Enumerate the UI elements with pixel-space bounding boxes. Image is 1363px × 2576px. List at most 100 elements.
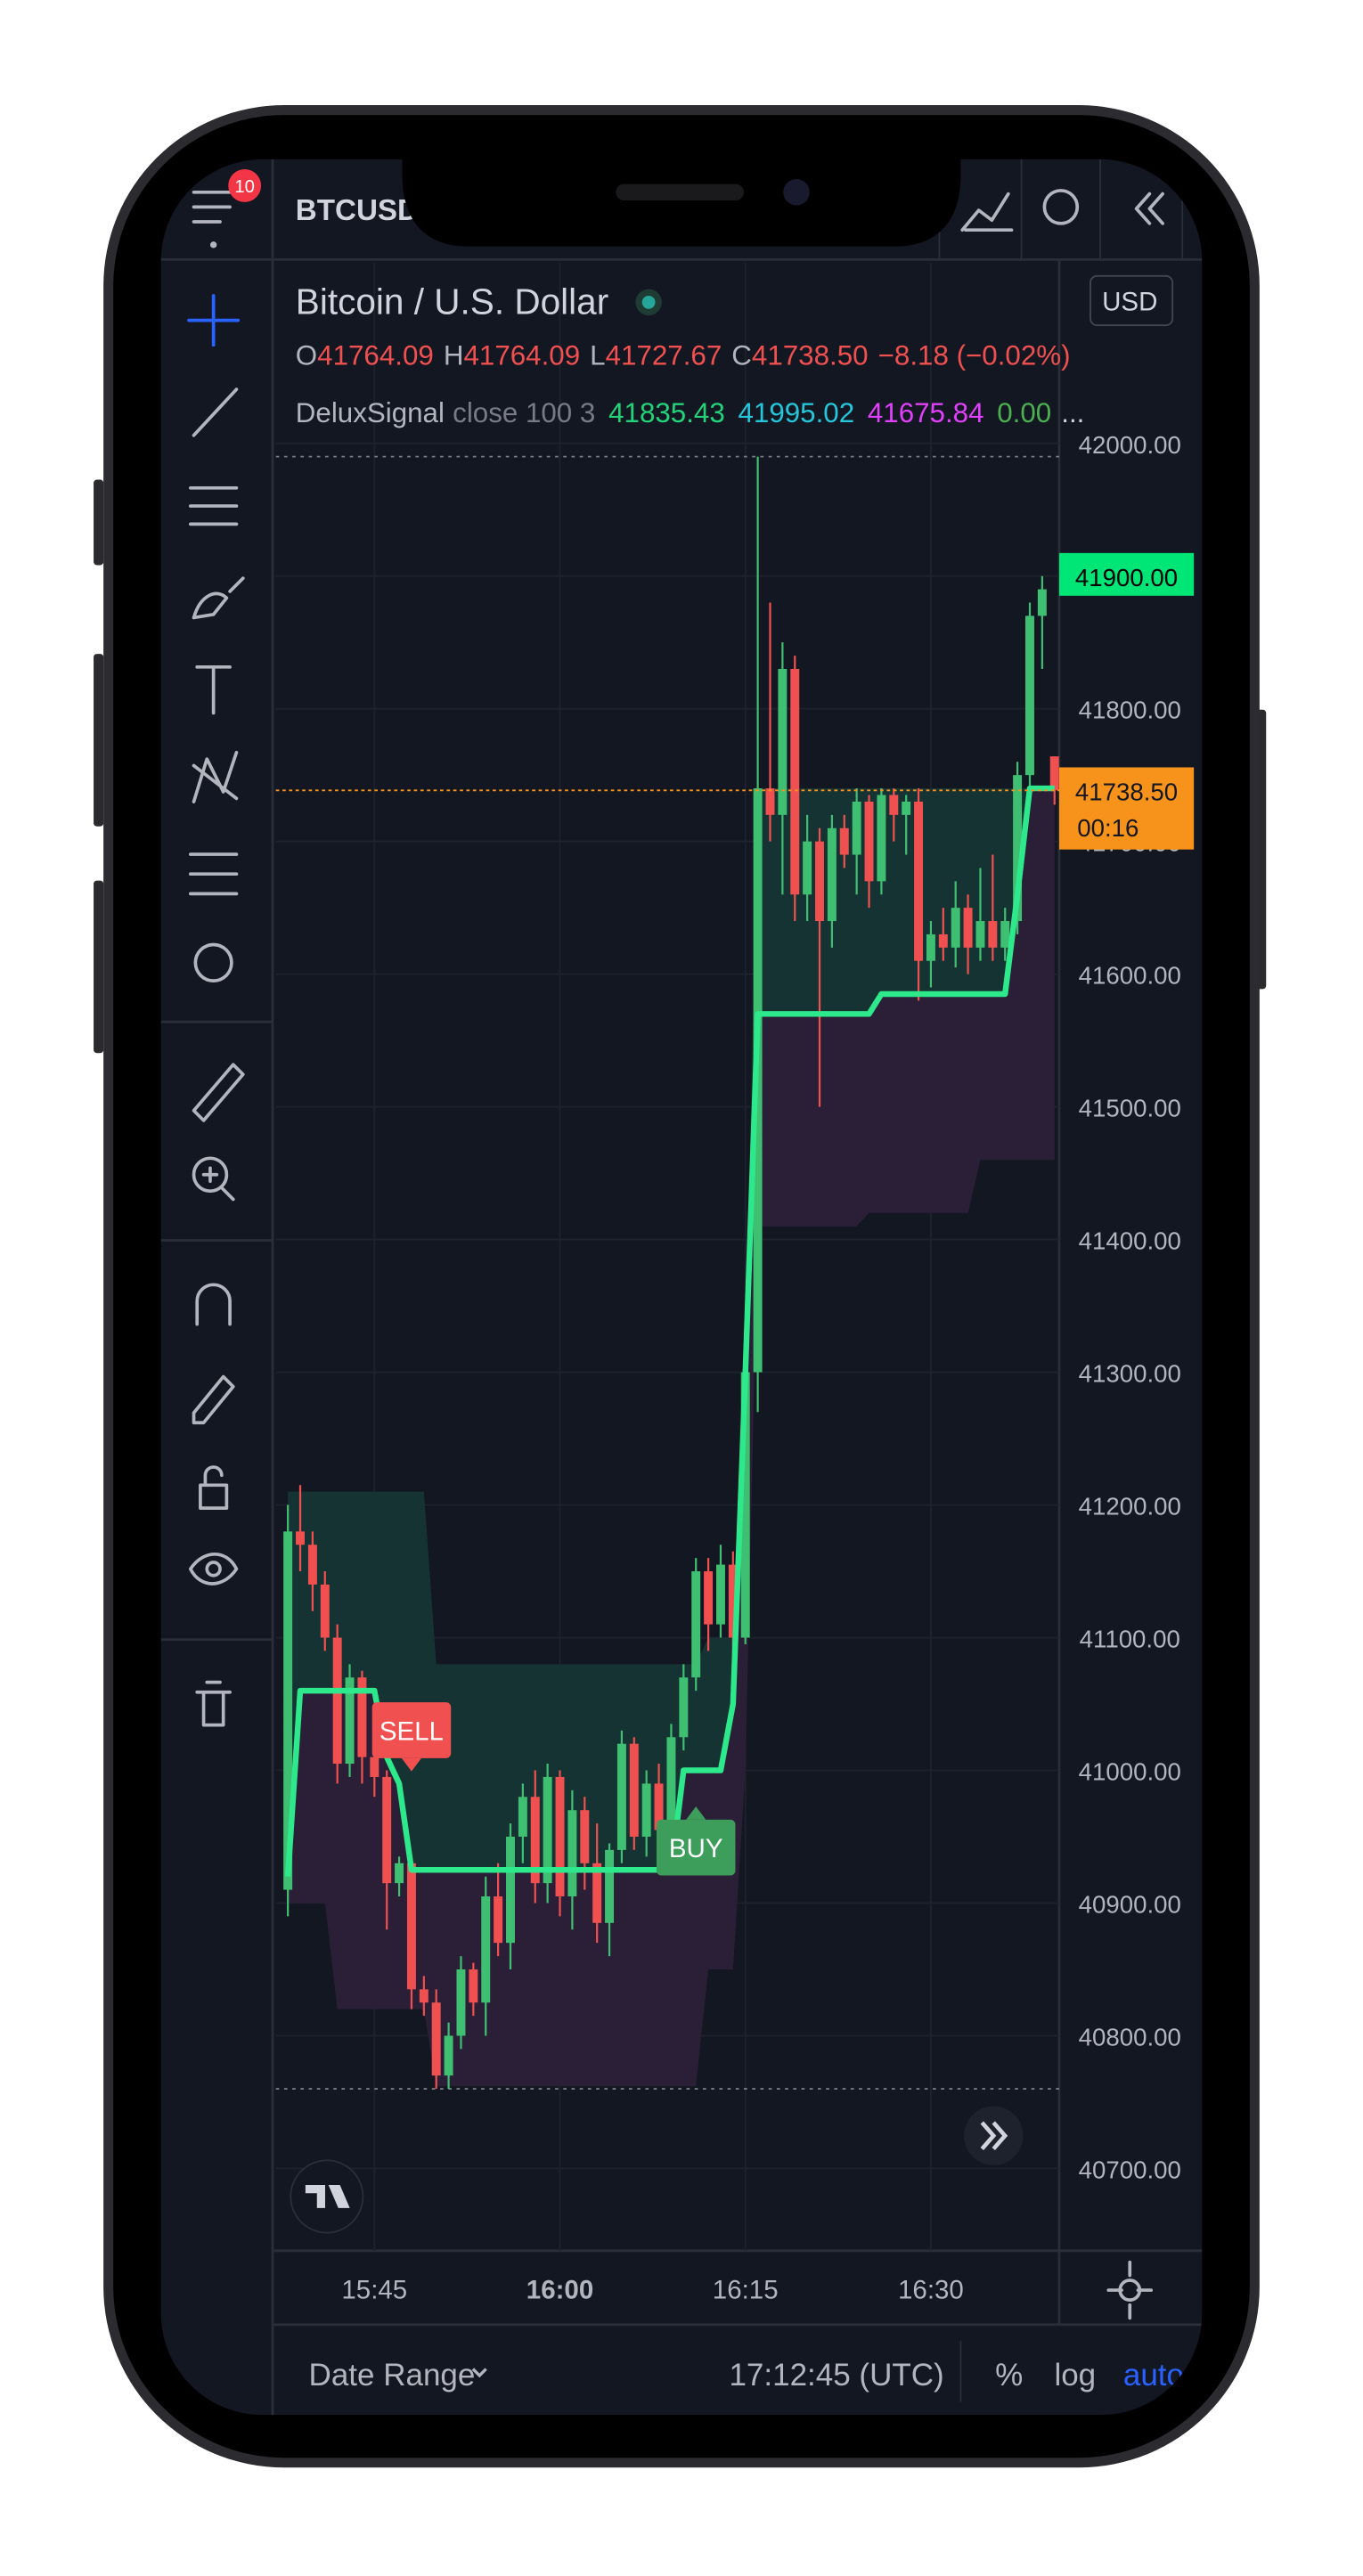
symbol[interactable]: BTCUSD <box>296 194 419 227</box>
candle-body <box>715 1564 725 1625</box>
logo-badge <box>290 2159 364 2234</box>
signal-label-pointer <box>686 1806 706 1820</box>
replay-icon[interactable] <box>1134 192 1164 225</box>
ruler-icon[interactable] <box>192 1063 245 1122</box>
pattern-icon[interactable] <box>192 750 239 803</box>
logo <box>305 2185 350 2208</box>
candle-body <box>1037 589 1047 616</box>
scroll-icon[interactable] <box>980 2121 1008 2150</box>
candle-body <box>765 788 775 815</box>
candle-body <box>456 1969 466 2036</box>
indicator-value: 41675.84 <box>868 397 984 428</box>
trash-icon[interactable] <box>195 1680 232 1727</box>
y-tick-label: 41600.00 <box>1079 962 1181 990</box>
log-toggle[interactable]: log <box>1054 2358 1096 2393</box>
indicator-more: ... <box>1061 397 1084 428</box>
candle-body <box>641 1783 651 1837</box>
candle-body <box>1000 921 1010 948</box>
prediction-icon[interactable] <box>188 852 239 896</box>
candle-body <box>296 1531 306 1545</box>
candle-body <box>654 1783 664 1830</box>
candle-body <box>469 1969 478 2003</box>
menu-icon[interactable] <box>192 190 232 224</box>
unlock-icon[interactable] <box>199 1465 229 1510</box>
candle-body <box>518 1797 527 1837</box>
candle-body <box>530 1797 540 1884</box>
candle-body <box>567 1810 577 1897</box>
fib-icon[interactable] <box>188 485 239 526</box>
y-tick-label: 41800.00 <box>1079 697 1181 724</box>
ohlc-legend: O41764.09 H41764.09 L41727.67 C41738.50 −8.1… <box>296 339 1071 371</box>
ohlc-value: 41727.67 <box>606 339 722 371</box>
candle-body <box>778 668 788 815</box>
candle-body <box>494 1896 503 1944</box>
ohlc-key: H <box>444 339 464 371</box>
x-tick-label: 15:45 <box>341 2275 407 2304</box>
price-label-box <box>1058 552 1195 596</box>
indicator-name: DeluxSignal <box>296 397 445 428</box>
candle-body <box>629 1743 639 1837</box>
brush-icon[interactable] <box>192 576 245 620</box>
date-range[interactable]: Date Range <box>309 2358 476 2393</box>
zoom-icon[interactable] <box>192 1156 229 1194</box>
badge-count: 10 <box>234 177 255 197</box>
emoji-icon[interactable] <box>193 942 233 982</box>
y-tick-label: 40700.00 <box>1079 2156 1181 2184</box>
crosshair-icon[interactable] <box>187 294 241 347</box>
indicator-value: 0.00 <box>997 397 1051 428</box>
candle-body <box>877 795 886 882</box>
alert-icon[interactable] <box>1042 189 1080 225</box>
indicator-legend: DeluxSignal close 100 3 41835.43 41995.02 41… <box>296 397 1085 428</box>
y-tick-label: 41400.00 <box>1079 1227 1181 1255</box>
x-tick-label: 16:15 <box>713 2275 779 2304</box>
price-label: 41900.00 <box>1075 564 1178 591</box>
candle-body <box>803 841 812 895</box>
candle-body <box>914 801 924 961</box>
camera <box>783 179 810 206</box>
candle-body <box>889 795 899 815</box>
signal-label: SELL <box>380 1717 444 1747</box>
y-tick-label: 41000.00 <box>1079 1758 1181 1786</box>
signal-label-box <box>371 1702 452 1758</box>
notch <box>402 159 961 247</box>
dot <box>209 241 217 249</box>
candle-body <box>345 1677 355 1765</box>
candle-body <box>357 1677 367 1757</box>
lock-draw-icon[interactable] <box>192 1374 235 1425</box>
ohlc-value: 41738.50 <box>752 339 869 371</box>
ohlc-key: C <box>731 339 752 371</box>
candle-body <box>395 1863 404 1884</box>
candle-body <box>382 1776 392 1884</box>
trendline-icon[interactable] <box>192 387 239 437</box>
candle-body <box>616 1743 626 1850</box>
countdown: 00:16 <box>1077 814 1139 842</box>
currency-button[interactable] <box>1090 274 1174 327</box>
signal-label-box <box>656 1819 736 1876</box>
candle-body <box>704 1571 714 1625</box>
indicator-icon[interactable] <box>960 192 1014 232</box>
x-tick-label: 16:00 <box>526 2275 593 2304</box>
percent-toggle[interactable]: % <box>995 2358 1023 2393</box>
candle-body <box>666 1737 676 1830</box>
candle-body <box>406 1863 416 1990</box>
candle-body <box>506 1836 515 1944</box>
clock: 17:12:45 (UTC) <box>729 2358 943 2393</box>
candle-body <box>852 801 861 855</box>
candle-body <box>580 1810 590 1863</box>
signal-label: BUY <box>669 1834 723 1863</box>
candle-body <box>307 1545 317 1585</box>
text-icon[interactable] <box>195 664 232 715</box>
lower-band <box>288 788 1055 2087</box>
candle-body <box>691 1571 701 1678</box>
settings-icon[interactable] <box>1106 2260 1154 2320</box>
y-tick-label: 41200.00 <box>1079 1493 1181 1520</box>
currency[interactable]: USD <box>1102 288 1157 317</box>
legend-title: Bitcoin / U.S. Dollar <box>296 281 608 322</box>
magnet-icon[interactable] <box>195 1283 232 1326</box>
ohlc-key: L <box>590 339 605 371</box>
candle-body <box>419 1989 428 2003</box>
eye-icon[interactable] <box>188 1553 239 1586</box>
candle-body <box>815 841 824 922</box>
candle-body <box>839 827 849 855</box>
